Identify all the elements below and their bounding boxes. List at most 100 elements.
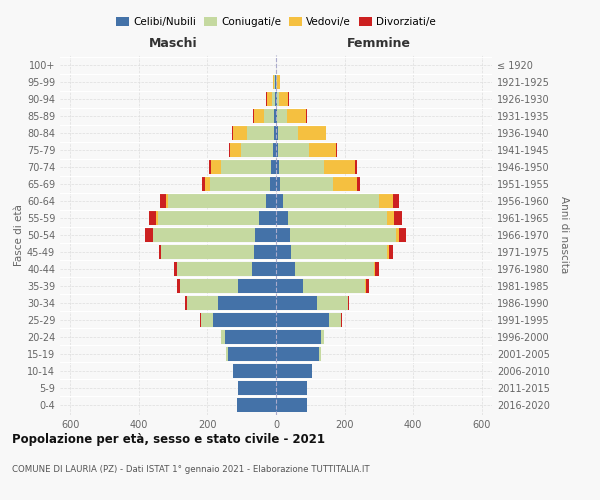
Bar <box>276 296 317 310</box>
Bar <box>256 228 276 242</box>
Bar <box>348 296 349 310</box>
Bar <box>259 211 276 225</box>
Bar <box>160 194 166 208</box>
Bar <box>392 194 400 208</box>
Bar <box>324 160 355 174</box>
Bar <box>161 245 254 259</box>
Bar <box>228 347 276 361</box>
Bar <box>280 177 333 191</box>
Bar <box>319 347 320 361</box>
Bar <box>276 347 319 361</box>
Bar <box>276 177 280 191</box>
Bar <box>221 330 224 344</box>
Bar <box>224 330 276 344</box>
Bar <box>266 194 276 208</box>
Bar <box>145 228 152 242</box>
Bar <box>366 279 368 293</box>
Bar <box>166 194 168 208</box>
Bar <box>209 160 211 174</box>
Y-axis label: Anni di nascita: Anni di nascita <box>559 196 569 274</box>
Bar <box>365 279 366 293</box>
Bar <box>158 211 259 225</box>
Bar <box>276 211 288 225</box>
Text: Maschi: Maschi <box>149 37 197 50</box>
Bar <box>388 211 394 225</box>
Bar <box>287 109 306 123</box>
Bar <box>295 262 374 276</box>
Bar <box>230 143 241 157</box>
Bar <box>273 143 276 157</box>
Bar <box>306 109 307 123</box>
Bar <box>276 109 277 123</box>
Bar <box>400 228 406 242</box>
Bar <box>253 109 254 123</box>
Bar <box>241 143 273 157</box>
Bar <box>308 143 336 157</box>
Bar <box>317 296 348 310</box>
Bar <box>276 194 283 208</box>
Bar <box>278 143 308 157</box>
Bar <box>266 92 267 106</box>
Bar <box>270 177 276 191</box>
Bar <box>187 296 218 310</box>
Bar <box>276 245 292 259</box>
Bar <box>200 313 212 327</box>
Y-axis label: Fasce di età: Fasce di età <box>14 204 24 266</box>
Bar <box>290 228 396 242</box>
Bar <box>376 262 379 276</box>
Bar <box>271 160 276 174</box>
Bar <box>218 296 276 310</box>
Bar <box>212 313 276 327</box>
Bar <box>267 92 272 106</box>
Bar <box>156 211 158 225</box>
Bar <box>272 92 275 106</box>
Bar <box>374 262 376 276</box>
Bar <box>254 245 276 259</box>
Text: Popolazione per età, sesso e stato civile - 2021: Popolazione per età, sesso e stato civil… <box>12 432 325 446</box>
Legend: Celibi/Nubili, Coniugati/e, Vedovi/e, Divorziati/e: Celibi/Nubili, Coniugati/e, Vedovi/e, Di… <box>112 12 440 31</box>
Bar <box>276 75 277 89</box>
Bar <box>276 143 278 157</box>
Bar <box>275 92 276 106</box>
Bar <box>276 92 277 106</box>
Bar <box>233 126 247 140</box>
Bar <box>379 194 392 208</box>
Bar <box>160 245 161 259</box>
Bar <box>202 177 205 191</box>
Bar <box>336 143 337 157</box>
Bar <box>177 279 180 293</box>
Bar <box>341 313 342 327</box>
Bar <box>283 194 379 208</box>
Bar <box>280 160 324 174</box>
Bar <box>210 177 270 191</box>
Bar <box>276 364 312 378</box>
Bar <box>149 211 156 225</box>
Bar <box>333 177 357 191</box>
Bar <box>388 245 389 259</box>
Bar <box>288 211 388 225</box>
Bar <box>394 211 402 225</box>
Bar <box>304 279 365 293</box>
Bar <box>276 330 320 344</box>
Bar <box>276 279 304 293</box>
Bar <box>232 126 233 140</box>
Bar <box>320 330 324 344</box>
Bar <box>221 160 271 174</box>
Bar <box>276 262 295 276</box>
Text: Femmine: Femmine <box>347 37 411 50</box>
Bar <box>292 245 388 259</box>
Bar <box>152 228 256 242</box>
Bar <box>275 75 276 89</box>
Bar <box>278 126 298 140</box>
Bar <box>274 75 275 89</box>
Bar <box>211 160 221 174</box>
Bar <box>288 92 289 106</box>
Text: COMUNE DI LAURIA (PZ) - Dati ISTAT 1° gennaio 2021 - Elaborazione TUTTITALIA.IT: COMUNE DI LAURIA (PZ) - Dati ISTAT 1° ge… <box>12 466 370 474</box>
Bar <box>277 92 280 106</box>
Bar <box>274 126 276 140</box>
Bar <box>180 279 238 293</box>
Bar <box>168 194 266 208</box>
Bar <box>276 381 307 395</box>
Bar <box>185 296 187 310</box>
Bar <box>252 262 276 276</box>
